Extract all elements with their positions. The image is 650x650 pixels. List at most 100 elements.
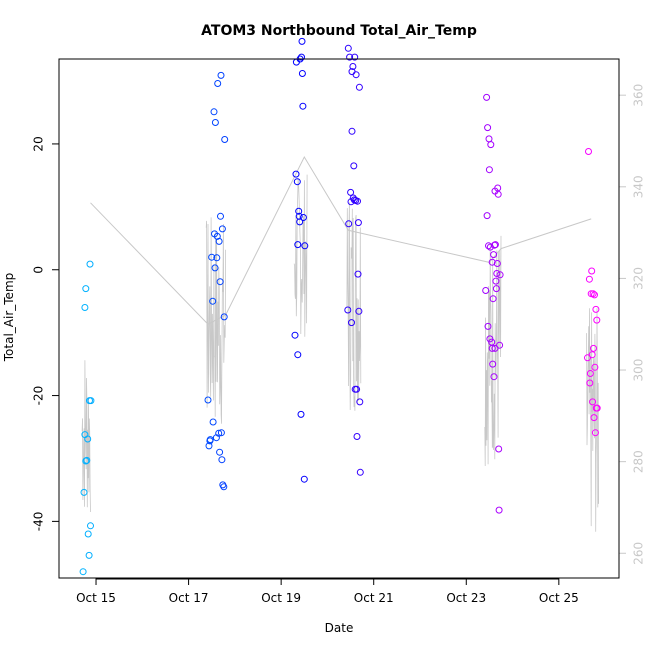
data-point (590, 414, 598, 422)
data-point (298, 37, 306, 45)
data-point (489, 360, 497, 368)
data-point (591, 291, 598, 299)
y2-tick-label: 320 (632, 267, 646, 290)
y-axis-label: Total_Air_Temp (2, 273, 16, 362)
data-point (350, 162, 358, 170)
data-point (591, 429, 599, 437)
y2-tick-label: 300 (632, 359, 646, 382)
data-point (87, 397, 95, 405)
data-point (352, 71, 360, 79)
data-point (213, 254, 221, 262)
data-point (83, 456, 91, 464)
data-point (492, 285, 500, 293)
y-tick-label: 20 (32, 136, 46, 151)
y-tick-label: -20 (32, 386, 46, 406)
data-point (496, 341, 504, 349)
scatter-points (79, 37, 601, 576)
data-point (216, 278, 224, 286)
data-point (206, 436, 214, 444)
data-point (492, 277, 500, 285)
data-point (588, 351, 596, 359)
data-point (354, 219, 362, 227)
data-point (348, 127, 356, 135)
data-point (592, 305, 600, 313)
data-point (482, 287, 490, 294)
data-point (292, 170, 300, 178)
data-point (209, 418, 217, 426)
data-point (491, 241, 499, 249)
data-point (217, 71, 225, 79)
data-point (585, 148, 592, 155)
data-point (494, 190, 502, 198)
data-point (484, 322, 492, 330)
data-point (488, 258, 496, 266)
data-point (348, 319, 355, 327)
data-point (491, 344, 499, 352)
x-tick-label: Oct 25 (539, 591, 579, 605)
chart-title: ATOM3 Northbound Total_Air_Temp (201, 23, 477, 39)
x-tick-label: Oct 21 (354, 591, 394, 605)
data-point (593, 316, 601, 324)
data-point (296, 218, 304, 226)
data-point (495, 445, 503, 453)
data-point (204, 396, 212, 404)
data-point (211, 119, 219, 126)
data-point (215, 429, 223, 437)
data-point (344, 306, 352, 314)
data-point (218, 225, 226, 233)
data-point (589, 398, 597, 406)
data-point (587, 290, 595, 298)
data-point (210, 108, 218, 116)
y2-tick-label: 360 (632, 84, 646, 107)
data-point (87, 522, 94, 530)
data-point (81, 304, 89, 311)
x-axis-label: Date (325, 621, 354, 635)
data-point (585, 275, 593, 283)
y-tick-label: 0 (32, 266, 46, 274)
data-point (294, 241, 302, 249)
data-point (217, 429, 225, 437)
data-point (487, 141, 495, 149)
x-tick-label: Oct 19 (261, 591, 301, 605)
data-point (355, 307, 363, 315)
data-point (351, 53, 359, 61)
data-point (80, 488, 88, 496)
data-point (297, 410, 305, 418)
y2-tick-label: 260 (632, 542, 646, 565)
data-point (488, 344, 496, 352)
data-point (593, 404, 601, 412)
data-point (301, 242, 309, 250)
data-point (299, 214, 307, 221)
data-point (356, 398, 364, 406)
data-point (353, 385, 361, 393)
data-point (354, 197, 361, 205)
x-tick-label: Oct 23 (446, 591, 486, 605)
data-point (353, 433, 361, 440)
data-point (493, 260, 501, 267)
data-point (214, 80, 222, 87)
data-point (298, 53, 305, 61)
data-point (490, 251, 498, 259)
y-tick-label: -40 (32, 512, 46, 532)
data-point (586, 379, 594, 387)
data-point (293, 178, 301, 186)
data-point (590, 344, 597, 352)
data-point (216, 448, 224, 456)
data-point (346, 53, 354, 61)
data-point (86, 260, 94, 268)
data-point (217, 212, 224, 220)
data-point (483, 93, 491, 101)
data-point (215, 237, 223, 245)
data-point (493, 270, 501, 277)
data-point (84, 530, 92, 538)
data-point (586, 370, 594, 377)
data-point (79, 568, 87, 576)
data-point (584, 354, 591, 362)
data-point (295, 207, 303, 215)
data-point (208, 253, 216, 261)
data-point (291, 331, 299, 339)
data-point (85, 551, 93, 559)
secondary-trace-connector (90, 155, 592, 325)
data-point (588, 267, 596, 275)
y2-tick-label: 280 (632, 450, 646, 473)
